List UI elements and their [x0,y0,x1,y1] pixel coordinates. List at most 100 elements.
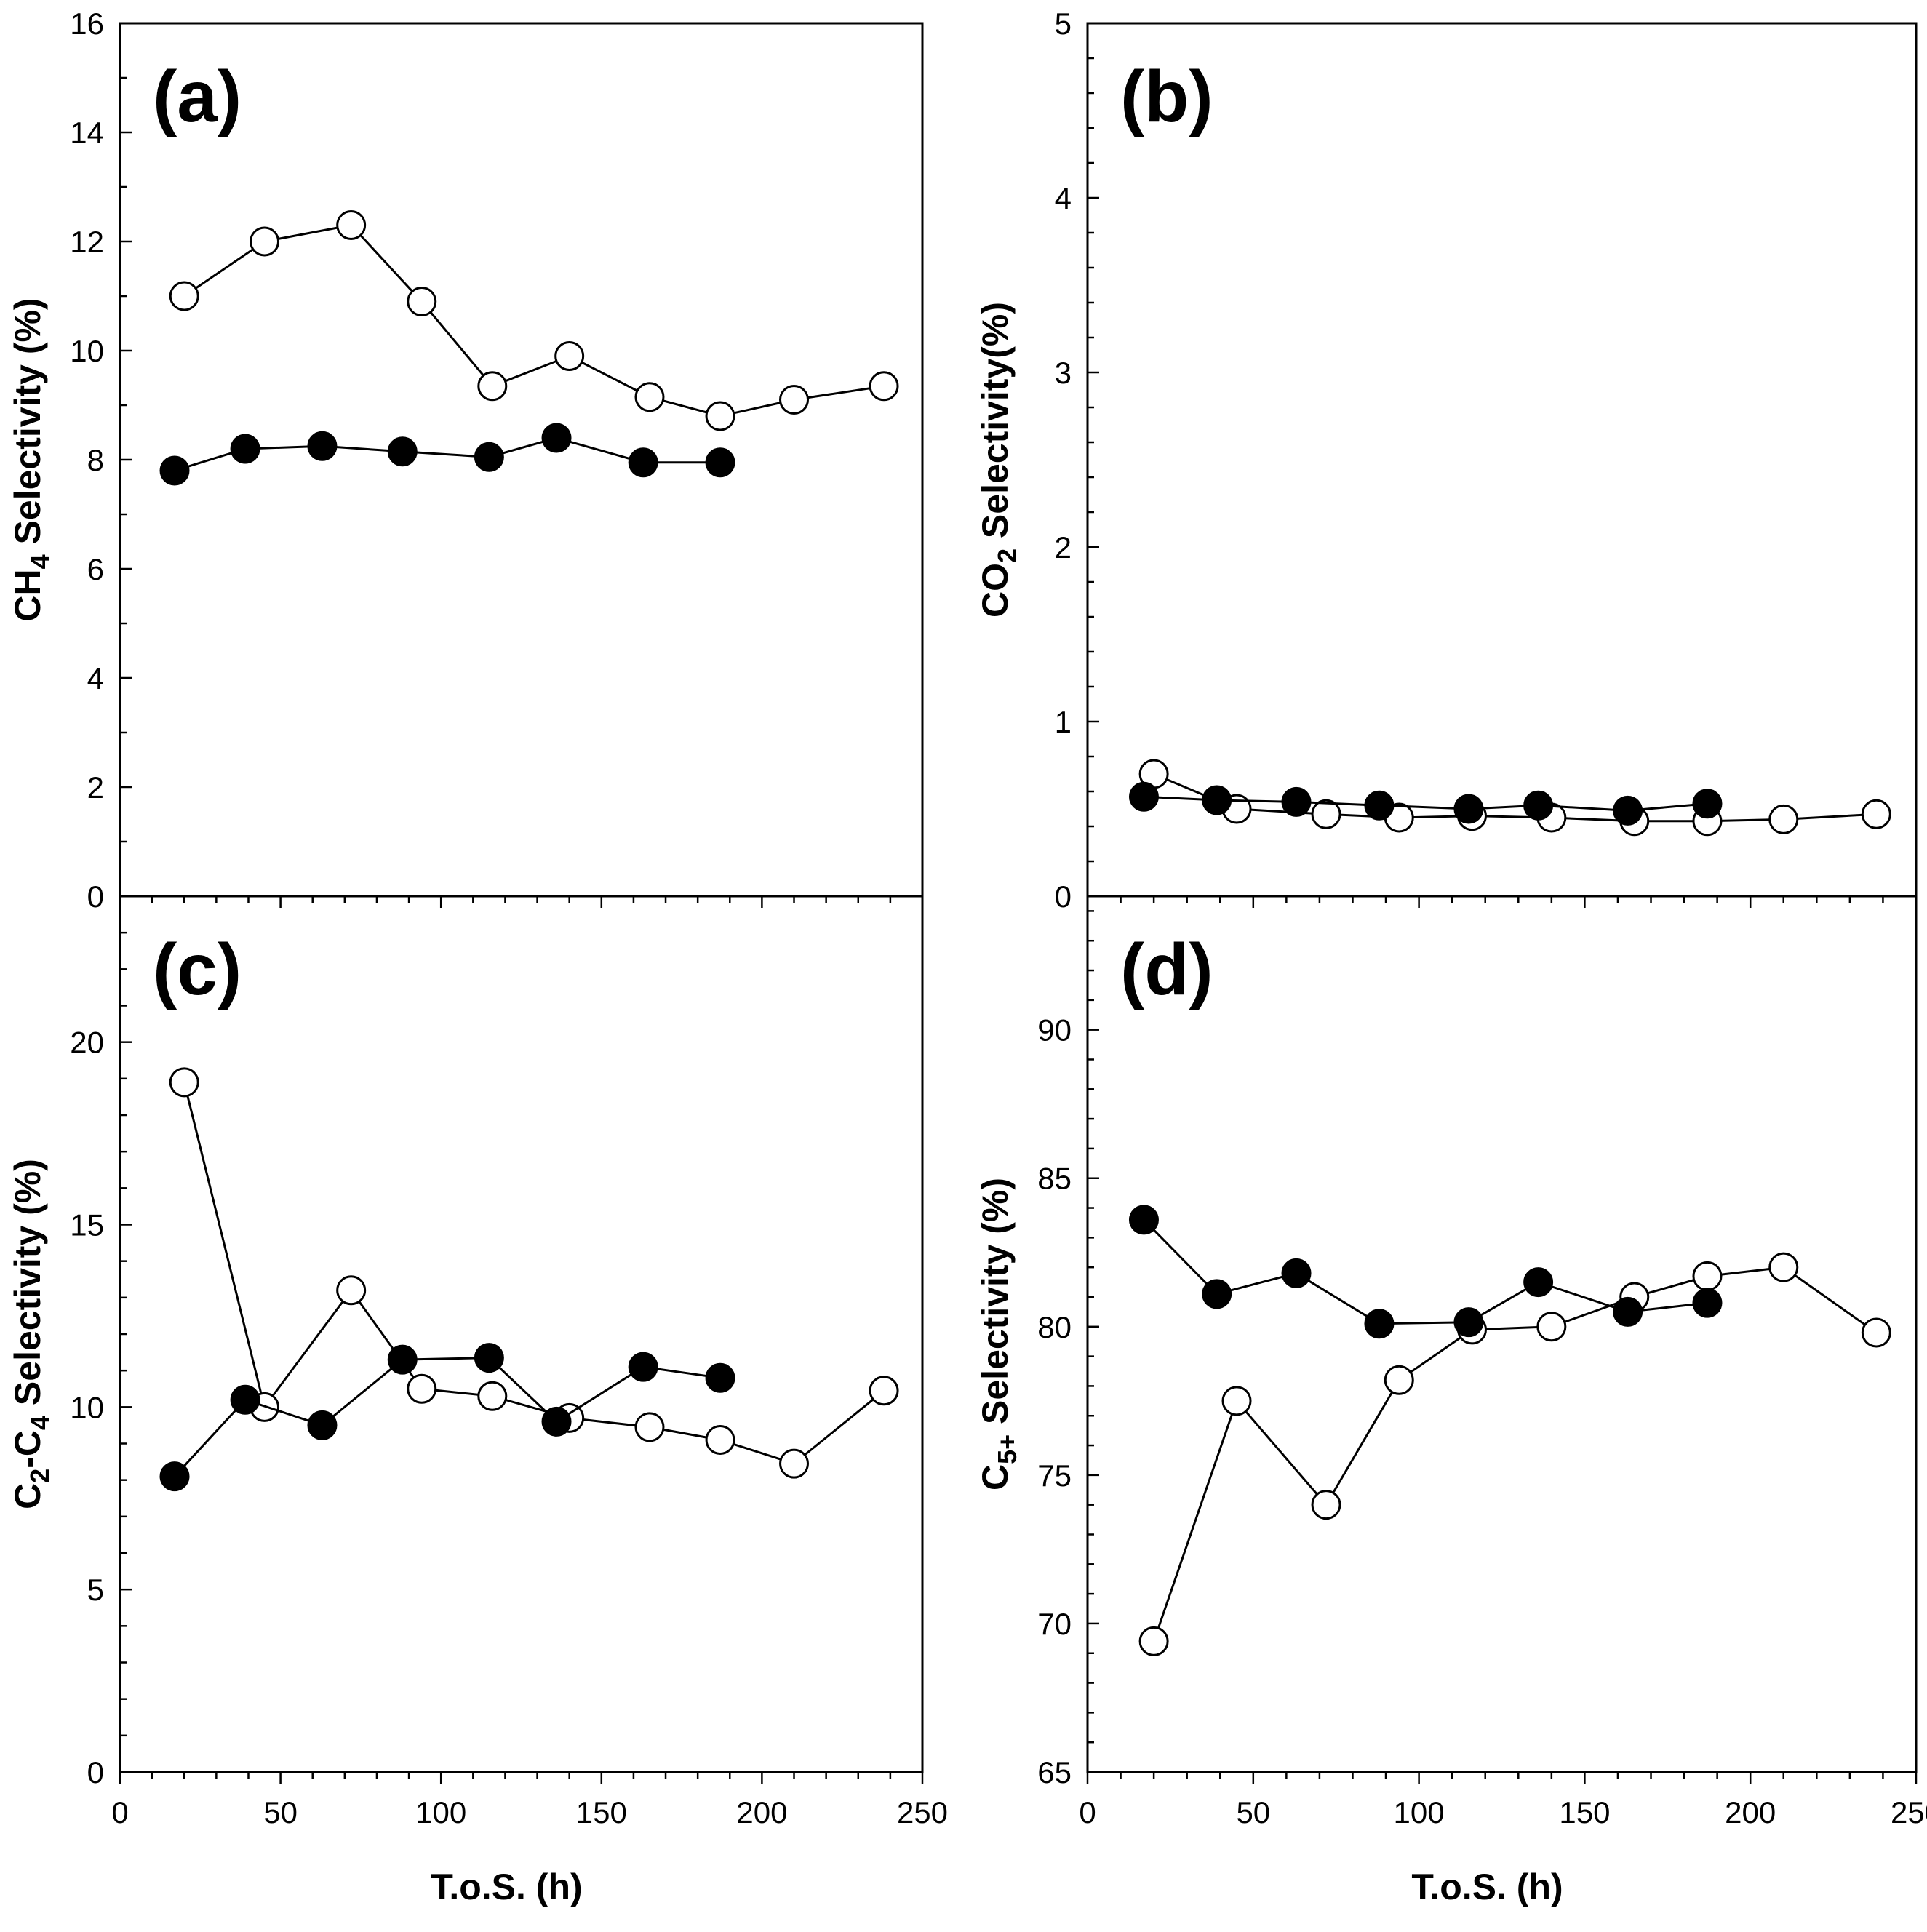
data-point-filled-c [307,1410,338,1440]
plot-frame-b [1086,22,1918,898]
data-point-filled-b [1453,794,1484,824]
data-point-open-a [336,210,367,240]
data-point-filled-c [387,1344,418,1375]
data-point-filled-a [307,431,338,461]
data-point-filled-c [474,1343,504,1373]
y-tick-label-a: 16 [70,7,104,41]
y-ticks-d [1088,910,1099,1773]
panel-a: 0 2 4 6 8 10 12 14 16 CH4 Selectivity (%) (a) [7,7,924,914]
data-point-open-a [869,371,899,402]
data-point-open-a [169,281,199,311]
data-point-open-c [407,1373,437,1404]
y-tick-label-d: 65 [1037,1755,1072,1789]
series-open-d [1138,1252,1891,1656]
x-tick-label-c: 0 [111,1795,128,1829]
x-tick-label-c: 150 [576,1795,627,1829]
data-point-filled-d [1128,1205,1159,1235]
data-point-open-c [634,1412,665,1442]
data-point-open-d [1384,1365,1414,1395]
y-tick-label-d: 70 [1037,1607,1072,1641]
data-point-open-a [477,371,508,402]
data-point-filled-c [628,1352,658,1382]
y-tick-label-a: 2 [87,770,104,805]
data-point-filled-b [1692,789,1723,819]
data-point-filled-d [1202,1279,1232,1309]
series-filled-a [159,423,735,486]
x-tick-label-c: 200 [736,1795,787,1829]
data-point-open-b [1768,804,1799,834]
x-axis-title-c: T.o.S. (h) [431,1867,582,1907]
data-point-open-d [1861,1317,1891,1348]
data-point-open-a [554,341,585,371]
series-line-open-a [183,223,885,418]
panel-label-a: (a) [153,56,242,137]
data-point-open-d [1768,1252,1799,1282]
y-tick-label-a: 4 [87,661,104,695]
panel-d: 65 70 75 80 85 90 0 50 100 150 200 250 T.o.S. (h) C5+… [975,895,1927,1907]
data-point-filled-a [705,447,735,478]
data-point-open-a [634,382,665,412]
data-point-filled-c [230,1384,260,1415]
y-axis-title-b: CO2 Selectivity(%) [975,302,1022,618]
y-tick-label-b: 3 [1055,356,1072,390]
data-point-open-c [169,1067,199,1098]
y-tick-label-d: 90 [1037,1013,1072,1047]
y-tick-label-b: 4 [1055,181,1072,215]
series-line-open-b [1153,773,1877,823]
y-tick-label-b: 1 [1055,705,1072,739]
data-point-filled-a [541,423,572,453]
data-point-open-a [779,385,810,415]
data-point-filled-b [1523,790,1554,821]
plot-frame-d [1086,895,1918,1773]
x-tick-label-d: 50 [1236,1795,1270,1829]
y-axis-title-a: CH4 Selectivity (%) [7,298,55,621]
y-tick-label-c: 10 [70,1390,104,1424]
panel-label-b: (b) [1120,56,1213,137]
data-point-open-d [1311,1490,1341,1520]
y-axis-title-c: C2-C4 Selectivity (%) [7,1159,55,1509]
y-tick-label-c: 5 [87,1573,104,1607]
data-point-open-c [869,1376,899,1406]
data-point-open-c [779,1448,810,1479]
series-open-b [1138,759,1891,837]
data-point-filled-d [1692,1288,1723,1318]
data-point-filled-a [474,442,504,472]
y-tick-label-b: 0 [1055,879,1072,914]
y-tick-label-d: 85 [1037,1162,1072,1196]
x-ticks-a [119,896,924,908]
data-point-filled-b [1128,781,1159,812]
plot-frame-c [119,895,924,1773]
data-point-open-a [250,226,280,257]
x-ticks-c [119,1772,924,1784]
series-filled-c [159,1343,735,1492]
y-ticks-b [1088,22,1099,898]
y-tick-label-a: 10 [70,334,104,368]
data-point-open-d [1536,1312,1567,1342]
y-tick-label-a: 8 [87,443,104,477]
series-open-a [169,210,899,431]
x-axis-title-d: T.o.S. (h) [1411,1867,1563,1907]
data-point-open-c [477,1381,508,1411]
panel-label-d: (d) [1120,929,1213,1010]
data-point-filled-d [1453,1307,1484,1338]
data-point-filled-b [1364,790,1395,821]
y-tick-label-d: 80 [1037,1310,1072,1344]
data-point-open-b [1861,799,1891,829]
y-tick-label-a: 0 [87,879,104,914]
data-point-open-b [1311,799,1341,829]
x-tick-label-c: 100 [415,1795,466,1829]
series-open-c [169,1067,899,1479]
data-point-open-c [336,1275,367,1306]
data-point-open-d [1138,1626,1169,1656]
panel-b: 0 1 2 3 4 5 CO2 Selectivity(%) (b) [975,7,1918,914]
data-point-open-a [705,401,735,431]
data-point-open-d [1221,1386,1252,1416]
data-point-filled-b [1613,795,1643,826]
data-point-open-c [705,1424,735,1455]
x-tick-label-c: 50 [263,1795,298,1829]
data-point-filled-b [1202,785,1232,815]
data-point-filled-a [230,434,260,464]
data-point-filled-d [1281,1258,1312,1288]
x-tick-label-d: 200 [1725,1795,1776,1829]
